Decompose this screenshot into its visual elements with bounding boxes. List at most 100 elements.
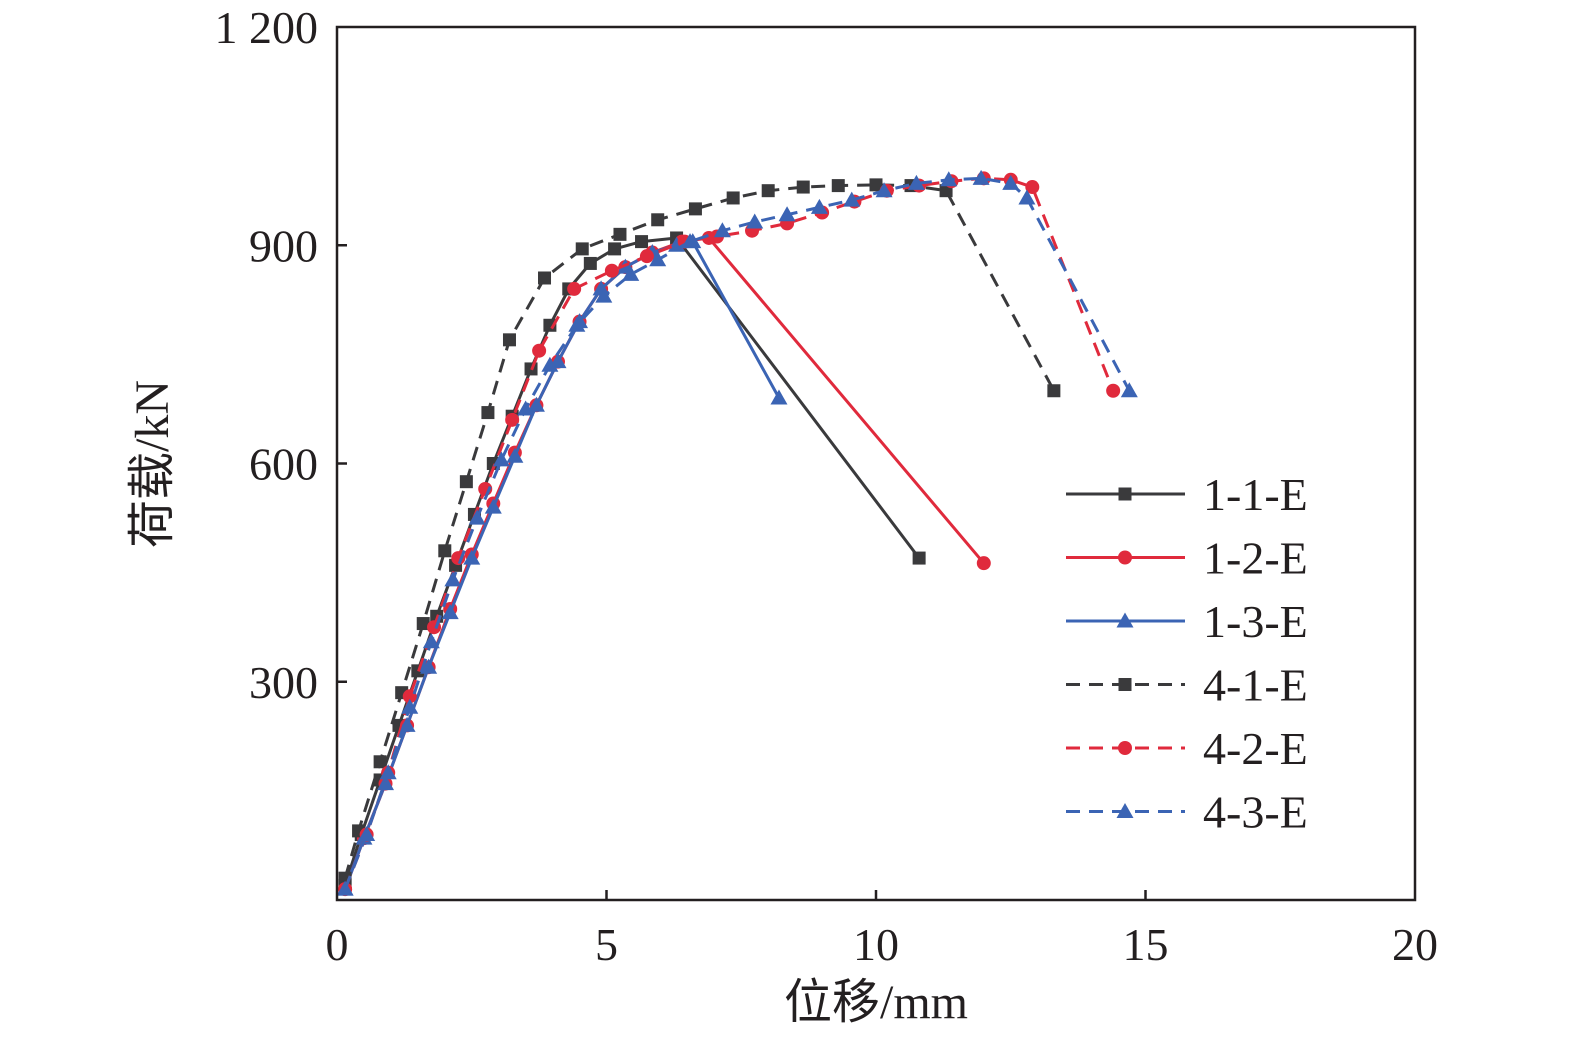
data-point [1120, 382, 1138, 398]
legend-marker [1116, 612, 1134, 628]
data-point [843, 191, 861, 207]
series-line [343, 183, 1056, 879]
data-point [336, 880, 354, 896]
data-point [688, 202, 702, 216]
y-tick-label: 600 [249, 439, 318, 490]
x-tick-label: 20 [1392, 919, 1438, 970]
data-point [422, 633, 440, 649]
data-point [976, 556, 991, 571]
legend-marker [1118, 550, 1132, 565]
data-point [810, 198, 828, 214]
data-point [1002, 174, 1020, 190]
plot-area [336, 169, 1138, 897]
data-point [459, 475, 473, 489]
data-point [875, 182, 893, 198]
data-point [604, 263, 619, 278]
y-tick-label: 1 200 [215, 2, 319, 53]
data-point [1025, 180, 1040, 195]
data-point [468, 509, 486, 525]
data-point [583, 256, 597, 270]
legend-label: 4-2-E [1203, 723, 1308, 774]
data-point [517, 400, 535, 416]
legend-item: 4-1-E [1066, 660, 1308, 711]
data-point [1106, 383, 1121, 398]
legend-item: 1-1-E [1066, 469, 1308, 520]
data-point [1047, 384, 1061, 398]
data-point [639, 249, 654, 264]
legend-item: 1-2-E [1066, 533, 1308, 584]
series-4-1-E [338, 178, 1061, 885]
y-tick-label: 900 [249, 220, 318, 271]
series-1-2-E [338, 230, 991, 897]
legend: 1-1-E 1-2-E 1-3-E 4-1-E 4-2-E 4-3-E [1066, 469, 1308, 838]
data-point [377, 775, 395, 791]
x-tick-label: 5 [595, 919, 618, 970]
data-point [481, 406, 495, 420]
data-point [463, 549, 481, 565]
data-point [444, 571, 462, 587]
data-point [484, 498, 502, 514]
legend-marker [1118, 487, 1132, 501]
data-point [567, 281, 582, 296]
data-point [940, 171, 958, 187]
data-point [869, 178, 883, 192]
legend-marker [1118, 741, 1132, 755]
data-point [420, 658, 438, 674]
data-point [373, 755, 387, 769]
legend-item: 4-2-E [1066, 723, 1308, 774]
data-point [622, 265, 640, 281]
data-point [726, 191, 740, 205]
data-point [358, 826, 376, 842]
data-point [441, 604, 459, 620]
y-tick-label: 300 [249, 657, 318, 708]
data-point [713, 222, 731, 238]
legend-label: 1-3-E [1203, 596, 1308, 647]
data-point [613, 227, 627, 241]
data-point [761, 184, 775, 198]
series-4-2-E [338, 171, 1121, 897]
data-point [532, 343, 547, 358]
x-axis-title: 位移/mm [784, 976, 968, 1029]
x-tick-label: 15 [1123, 919, 1169, 970]
legend-marker [1116, 803, 1134, 818]
data-point [681, 233, 699, 249]
data-point [907, 174, 925, 190]
data-point [575, 242, 589, 256]
legend-marker [1118, 678, 1132, 691]
data-point [770, 389, 788, 405]
data-point [1018, 189, 1036, 205]
data-point [796, 180, 810, 194]
axes: 0 5 10 15 20 300 600 900 1 200 [215, 2, 1439, 970]
data-point [778, 206, 796, 222]
legend-label: 1-1-E [1203, 469, 1308, 520]
data-point [972, 169, 990, 185]
data-point [608, 242, 622, 256]
legend-label: 1-2-E [1203, 533, 1308, 584]
x-tick-label: 10 [853, 919, 899, 970]
data-point [831, 179, 845, 193]
data-point [649, 251, 667, 267]
legend-label: 4-1-E [1203, 660, 1308, 711]
series-line [343, 176, 1131, 890]
series-line [343, 240, 781, 890]
data-point [538, 271, 552, 285]
data-point [746, 213, 764, 229]
data-point [912, 551, 926, 565]
legend-item: 4-3-E [1066, 787, 1308, 838]
data-point [506, 447, 524, 463]
series-1-3-E [336, 233, 788, 896]
data-point [416, 617, 430, 631]
data-point [492, 451, 510, 467]
data-point [401, 698, 419, 714]
data-point [505, 412, 520, 427]
y-axis-title: 荷载/kN [126, 380, 179, 548]
data-point [595, 287, 613, 303]
series-line [343, 236, 921, 886]
series-1-1-E [338, 231, 926, 892]
legend-label: 4-3-E [1203, 787, 1308, 838]
data-point [541, 356, 559, 372]
data-point [379, 764, 397, 780]
data-point [651, 213, 665, 227]
legend-item: 1-3-E [1066, 596, 1308, 647]
